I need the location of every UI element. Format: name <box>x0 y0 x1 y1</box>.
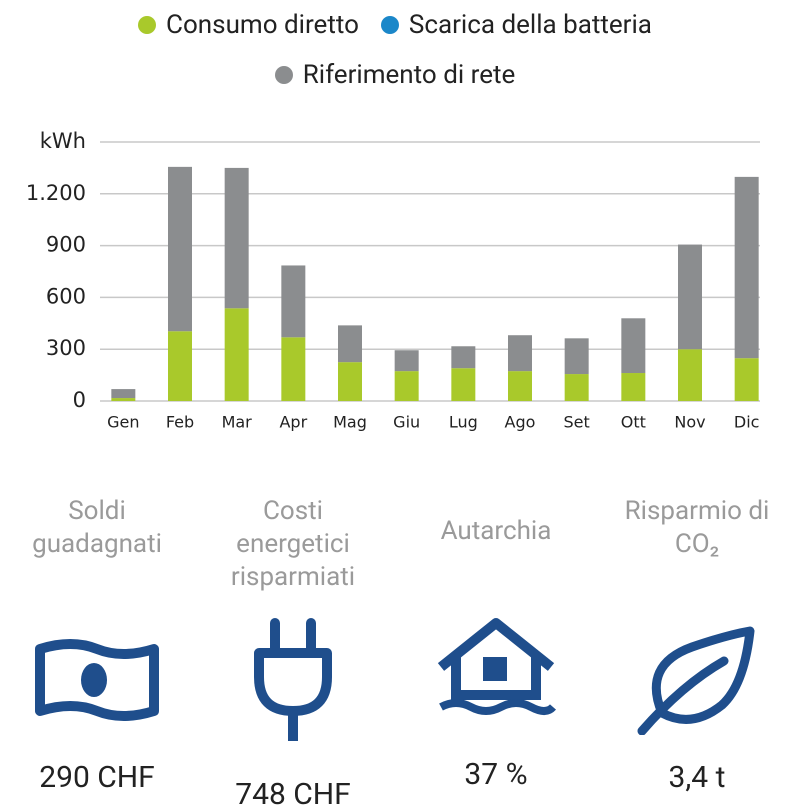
legend-item: Consumo diretto <box>138 10 359 40</box>
legend-dot <box>138 16 157 34</box>
y-tick-label: 1.200 <box>26 181 86 205</box>
icon <box>35 639 159 721</box>
bar-segment <box>621 318 646 374</box>
bar-segment <box>564 374 589 401</box>
x-tick-label: Apr <box>279 413 307 432</box>
legend-label: Scarica della batteria <box>408 10 652 40</box>
stats: Soldi guadagnati 290 CHF Costi energetic… <box>0 495 790 812</box>
stat-value: 37 % <box>464 757 528 792</box>
bar-segment <box>451 368 476 401</box>
bar-segment <box>678 244 702 350</box>
legend-dot <box>274 66 293 84</box>
x-tick-label: Ago <box>505 413 536 432</box>
x-tick-label: Giu <box>393 413 420 432</box>
x-tick-label: Ott <box>621 413 646 432</box>
stat-label: Soldi guadagnati <box>32 496 162 559</box>
bar-segment <box>394 371 419 401</box>
bar-segment <box>224 167 249 309</box>
bar-segment <box>508 371 532 401</box>
stat-label: Risparmio di CO₂ <box>624 496 770 559</box>
x-tick-label: Mag <box>333 413 367 432</box>
bar-segment <box>111 398 136 401</box>
legend-dot <box>380 16 399 34</box>
bar-segment <box>281 265 306 338</box>
legend: Consumo diretto Scarica della batteria R… <box>0 0 790 100</box>
bar-segment <box>338 325 362 363</box>
y-tick-label: 600 <box>46 284 86 308</box>
stat-value: 748 CHF <box>235 777 351 812</box>
bar-segment <box>734 358 759 401</box>
x-tick-label: Dic <box>734 413 760 432</box>
chart: 0 300 600 900 1.200 kWh Gen Feb Mar Apr Mag Giu Lug A… <box>26 129 760 432</box>
stat-tile: Costi energetici risparmiati 748 CHF <box>193 495 393 812</box>
x-tick-label: Feb <box>166 413 194 432</box>
house-icon <box>396 595 596 745</box>
y-tick-label: 900 <box>46 233 86 257</box>
stat-tile: Soldi guadagnati 290 CHF <box>0 495 197 795</box>
stat-value: 290 CHF <box>39 760 155 795</box>
legend-item: Scarica della batteria <box>380 10 652 40</box>
icon <box>437 618 557 715</box>
bar-segment <box>451 346 476 369</box>
bar-segment <box>621 373 646 401</box>
icon <box>637 626 755 735</box>
bar-segment <box>281 337 306 401</box>
legend-item: Riferimento di rete <box>274 60 516 90</box>
stat-label: Autarchia <box>440 516 552 546</box>
bar-segment <box>508 335 532 372</box>
stat-value: 3,4 t <box>668 760 726 795</box>
x-tick-label: Nov <box>674 413 705 432</box>
x-tick-label: Set <box>564 413 590 432</box>
bar-segment <box>224 308 249 401</box>
x-tick-label: Mar <box>222 413 253 432</box>
legend-row: Consumo diretto Scarica della batteria <box>0 0 790 50</box>
money-icon <box>0 605 197 755</box>
bar-segment <box>564 338 589 375</box>
icon <box>254 618 332 741</box>
leaf-icon <box>597 605 790 755</box>
legend-label: Consumo diretto <box>166 10 359 40</box>
legend-label: Riferimento di rete <box>302 60 516 90</box>
bar-segment <box>111 389 136 399</box>
bar-segment <box>394 350 419 372</box>
stat-tile: Risparmio di CO₂ 3,4 t <box>597 495 790 795</box>
bar-segment <box>338 362 362 401</box>
x-tick-label: Gen <box>107 413 139 432</box>
bar-segment <box>168 331 192 401</box>
stat-label: Costi energetici risparmiati <box>230 496 356 592</box>
y-tick-label: 300 <box>46 336 86 360</box>
stat-tile: Autarchia 37 % <box>396 495 596 792</box>
y-tick-label: kWh <box>40 129 86 153</box>
bar-segment <box>734 176 759 359</box>
bar-segment <box>168 166 192 332</box>
x-tick-label: Lug <box>449 413 478 432</box>
plug-icon <box>193 605 393 755</box>
legend-row: Riferimento di rete <box>0 50 790 100</box>
bar-segment <box>678 349 702 401</box>
y-tick-label: 0 <box>73 388 86 412</box>
